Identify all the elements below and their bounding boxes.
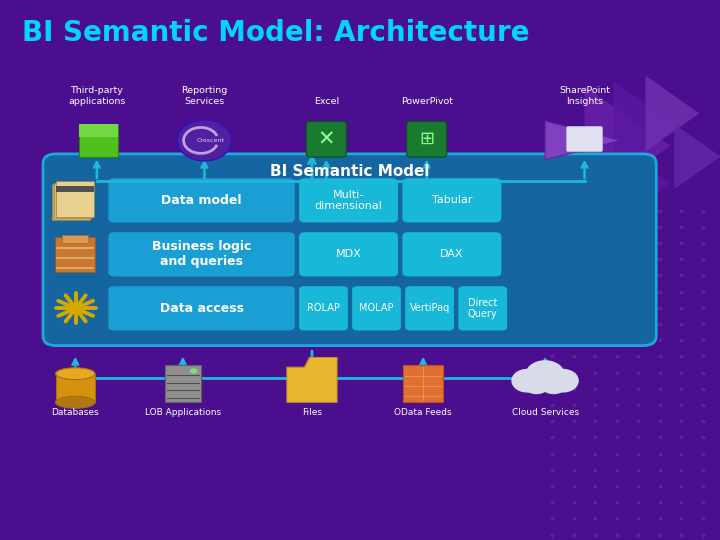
FancyBboxPatch shape — [407, 122, 447, 157]
Polygon shape — [613, 81, 678, 173]
Polygon shape — [585, 86, 670, 205]
Polygon shape — [674, 124, 720, 189]
Circle shape — [190, 368, 197, 374]
Text: ✕: ✕ — [318, 129, 335, 150]
Text: DAX: DAX — [440, 249, 464, 259]
Polygon shape — [545, 121, 621, 160]
Text: VertiPaq: VertiPaq — [410, 303, 450, 313]
Text: ROLAP: ROLAP — [307, 303, 340, 313]
Bar — [52, 184, 90, 220]
Text: Business logic
and queries: Business logic and queries — [152, 240, 251, 268]
Bar — [56, 181, 94, 217]
Text: OData Feeds: OData Feeds — [395, 408, 452, 417]
Ellipse shape — [55, 396, 95, 408]
Circle shape — [525, 360, 565, 390]
FancyBboxPatch shape — [402, 178, 501, 222]
Text: Crescent: Crescent — [197, 138, 224, 143]
Text: Excel: Excel — [314, 97, 339, 106]
FancyBboxPatch shape — [459, 286, 507, 330]
FancyBboxPatch shape — [43, 154, 656, 346]
Polygon shape — [646, 76, 699, 151]
Circle shape — [177, 120, 232, 161]
FancyBboxPatch shape — [567, 126, 603, 152]
Bar — [79, 124, 118, 137]
FancyBboxPatch shape — [299, 232, 398, 276]
Polygon shape — [624, 151, 670, 216]
Text: Reporting
Services: Reporting Services — [181, 86, 228, 106]
Text: Databases: Databases — [52, 408, 99, 417]
Text: LOB Applications: LOB Applications — [145, 408, 221, 417]
Circle shape — [547, 369, 579, 393]
Text: Cloud Services: Cloud Services — [511, 408, 579, 417]
Ellipse shape — [55, 368, 95, 380]
Polygon shape — [287, 357, 337, 402]
Text: ⊞: ⊞ — [419, 130, 434, 148]
Circle shape — [511, 369, 543, 393]
Bar — [56, 186, 94, 192]
Bar — [55, 237, 95, 272]
FancyBboxPatch shape — [299, 286, 348, 330]
FancyBboxPatch shape — [352, 286, 401, 330]
FancyBboxPatch shape — [306, 122, 346, 157]
FancyBboxPatch shape — [405, 286, 454, 330]
Text: PowerPivot: PowerPivot — [401, 97, 453, 106]
FancyBboxPatch shape — [108, 232, 294, 276]
Text: Direct
Query: Direct Query — [468, 298, 498, 319]
Bar — [55, 374, 95, 402]
FancyBboxPatch shape — [108, 286, 294, 330]
Bar — [54, 183, 92, 218]
Circle shape — [539, 373, 568, 394]
FancyBboxPatch shape — [402, 232, 501, 276]
Text: BI Semantic Model: BI Semantic Model — [270, 164, 429, 179]
Text: BI Semantic Model: Architecture: BI Semantic Model: Architecture — [22, 19, 529, 47]
Text: Tabular: Tabular — [431, 195, 472, 205]
Bar — [79, 124, 118, 157]
Bar — [403, 364, 443, 402]
Text: SharePoint
Insights: SharePoint Insights — [559, 86, 610, 106]
Text: Files: Files — [302, 408, 322, 417]
Circle shape — [522, 373, 551, 394]
Text: MDX: MDX — [336, 249, 361, 259]
FancyBboxPatch shape — [299, 178, 398, 222]
Text: MOLAP: MOLAP — [359, 303, 394, 313]
Bar — [62, 235, 89, 243]
Bar — [165, 364, 201, 402]
FancyBboxPatch shape — [108, 178, 294, 222]
Text: Data model: Data model — [161, 194, 242, 207]
Text: Multi-
dimensional: Multi- dimensional — [315, 190, 382, 211]
Text: Data access: Data access — [160, 302, 243, 315]
Text: Third-party
applications: Third-party applications — [68, 86, 125, 106]
